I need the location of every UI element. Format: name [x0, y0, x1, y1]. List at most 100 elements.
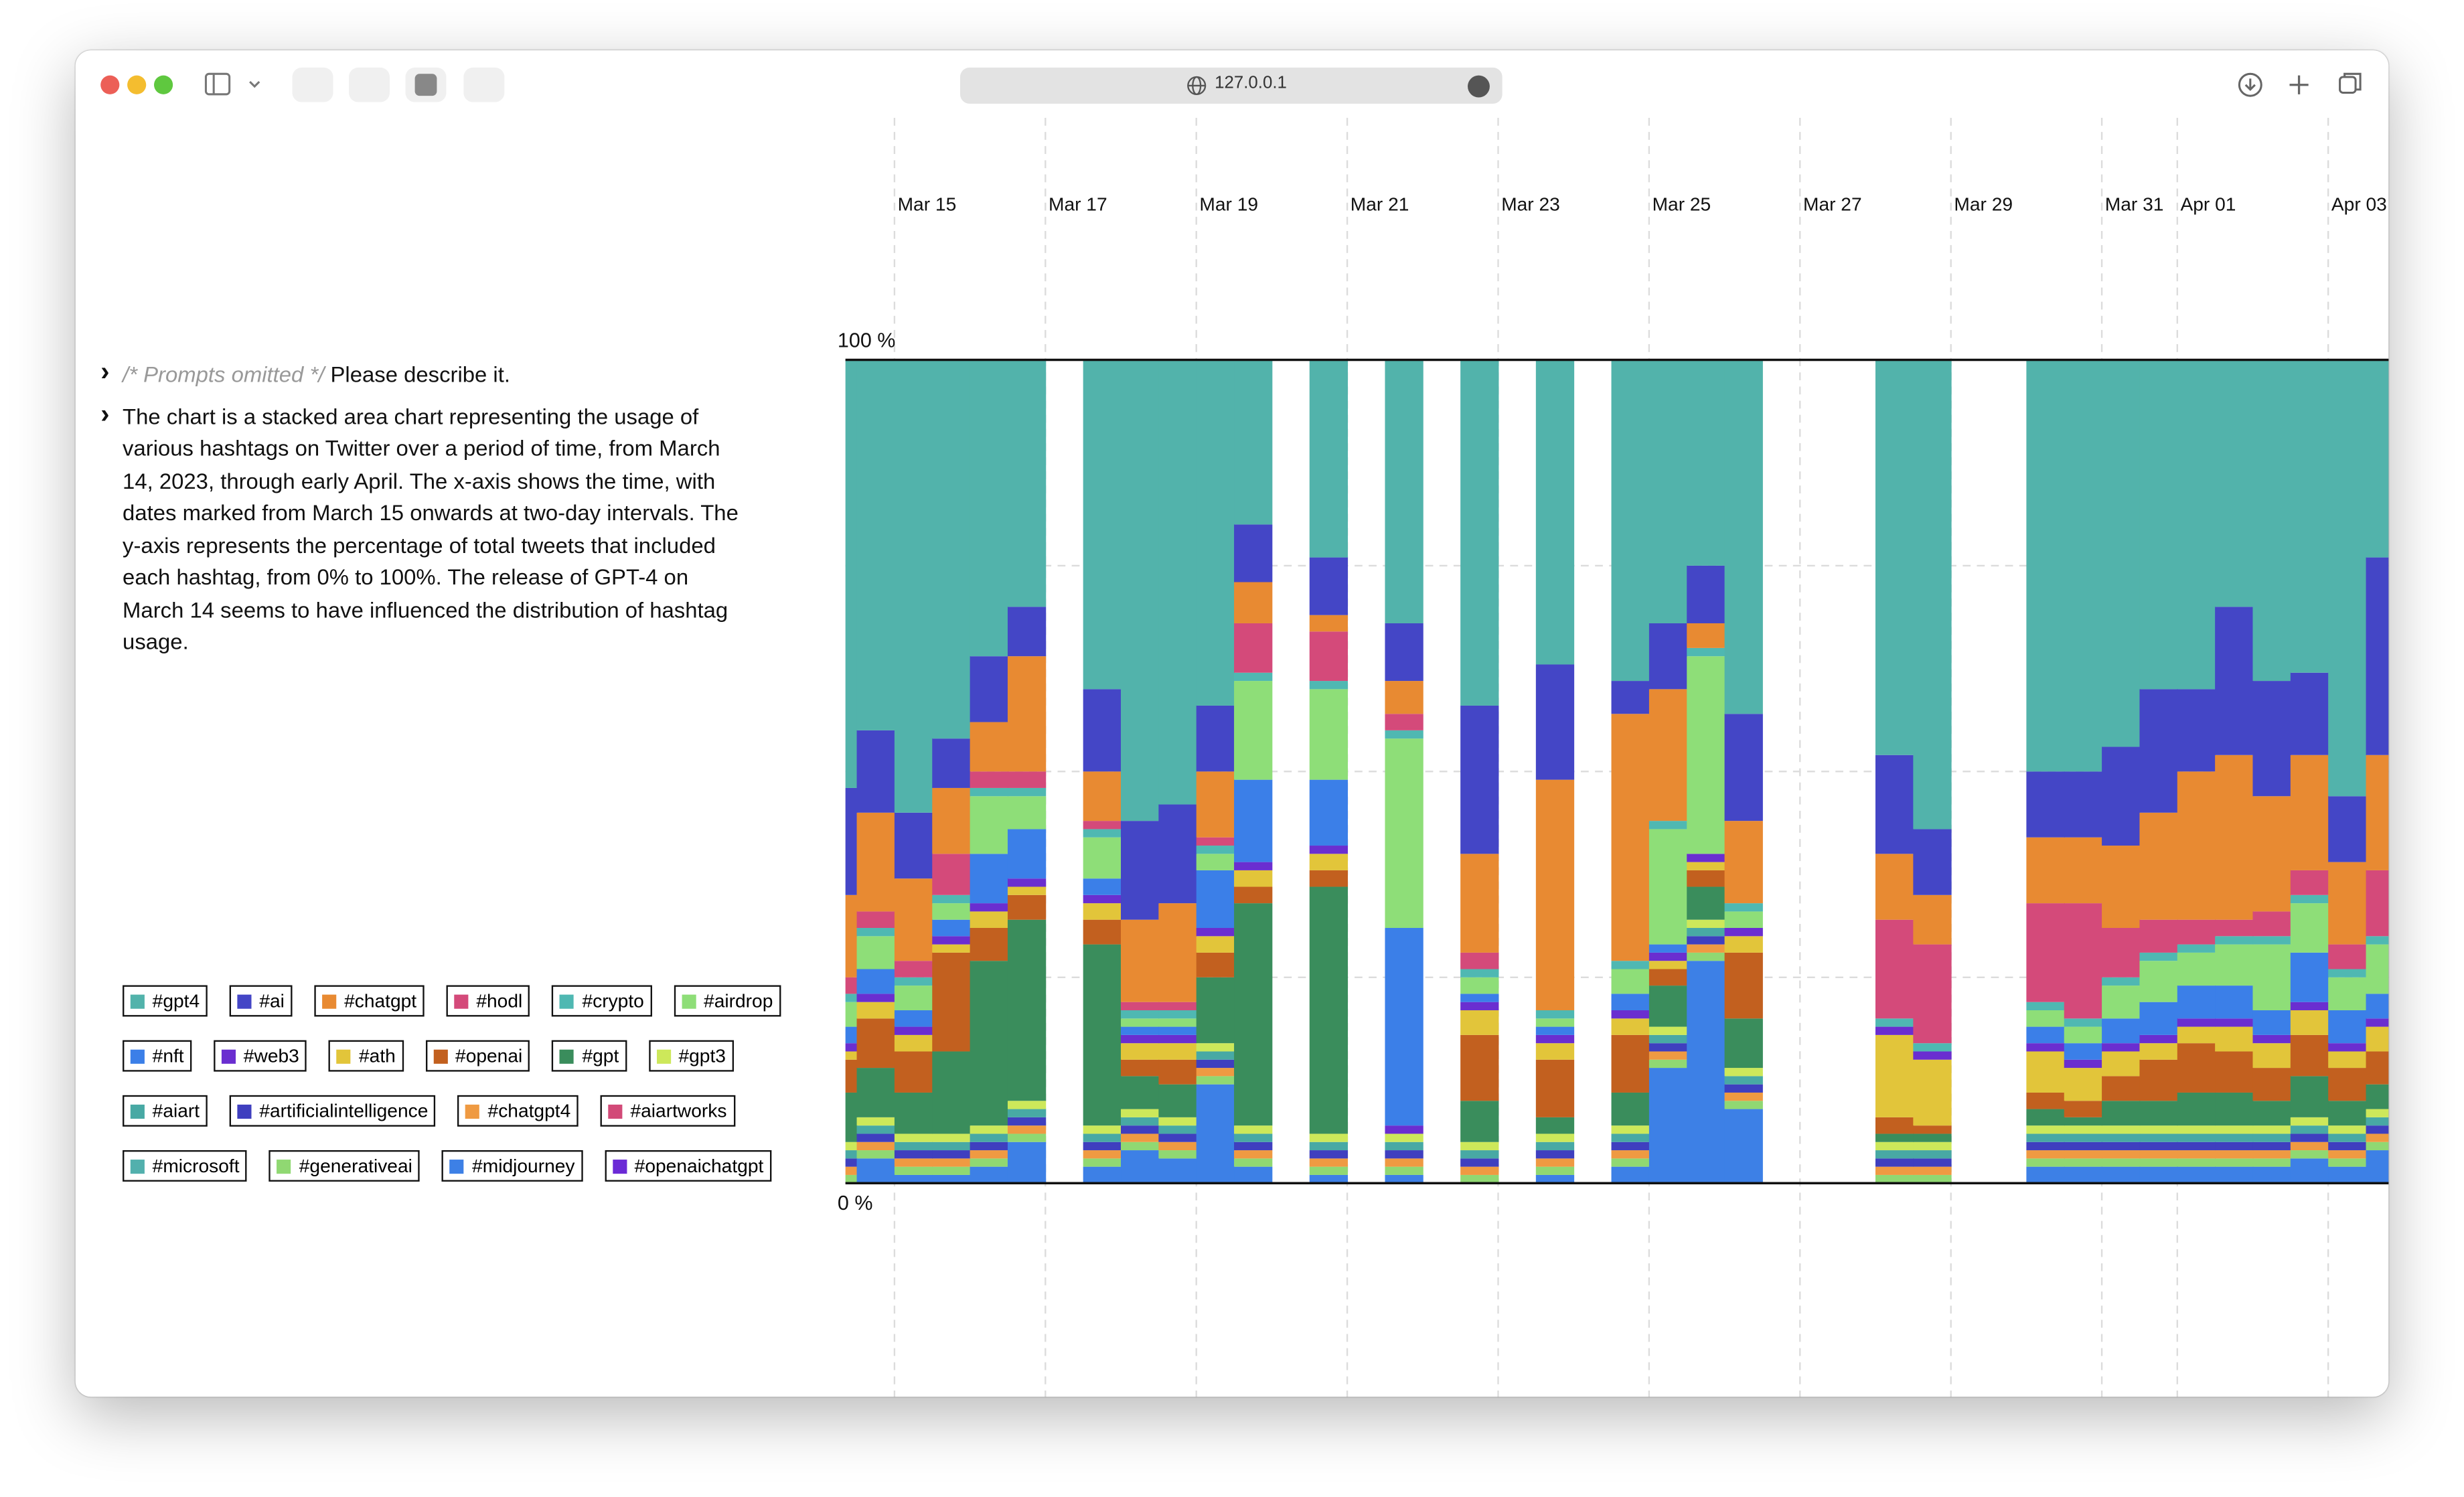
bar-segment	[1007, 919, 1047, 1101]
bar-segment	[856, 1002, 895, 1019]
bar-segment	[2026, 1133, 2065, 1142]
bar-segment	[2102, 1133, 2141, 1142]
bar-segment	[1083, 1125, 1122, 1134]
bar-segment	[1083, 1158, 1122, 1167]
bar-segment	[1309, 1158, 1349, 1167]
bar-segment	[2252, 1101, 2291, 1126]
bar-segment	[845, 1026, 858, 1044]
bar-segment	[1724, 936, 1763, 953]
bar-segment	[1875, 755, 1914, 854]
bar-segment	[856, 1158, 895, 1184]
bar-segment	[1196, 854, 1235, 870]
bar-segment	[1007, 829, 1047, 879]
bar-segment	[845, 994, 858, 1002]
x-tick-label: Apr 01	[2180, 193, 2236, 214]
bar-segment	[1460, 1141, 1499, 1151]
bar-segment	[970, 961, 1008, 1126]
bar-segment	[2252, 681, 2291, 797]
bar-segment	[1385, 1125, 1423, 1134]
bar-segment	[2366, 994, 2389, 1019]
bar-segment	[1724, 1084, 1763, 1093]
bar-segment	[2102, 1141, 2141, 1151]
bar-segment	[845, 1092, 858, 1142]
bar-segment	[1611, 1150, 1650, 1159]
bar-segment	[1007, 787, 1047, 797]
bar-segment	[2102, 1125, 2141, 1134]
bar-segment	[2026, 903, 2065, 1002]
bar-segment	[2290, 1117, 2329, 1126]
bar-segment	[1385, 928, 1423, 1126]
bar-segment	[1460, 1101, 1499, 1142]
bar-segment	[2290, 360, 2329, 673]
bar-segment	[2064, 1059, 2103, 1069]
bar-segment	[894, 812, 933, 879]
bar-segment	[1687, 854, 1725, 862]
bar-segment	[1007, 1133, 1047, 1142]
bar-segment	[970, 1125, 1008, 1134]
bar-segment	[1158, 1059, 1197, 1085]
bar-segment	[1196, 360, 1235, 706]
bar-segment	[1309, 631, 1349, 682]
bar-segment	[1648, 689, 1688, 821]
bar-segment	[1234, 779, 1273, 862]
bar-segment	[1875, 1026, 1914, 1035]
x-tick-label: Mar 15	[898, 193, 957, 214]
bar-segment	[970, 928, 1008, 961]
bar-segment	[1460, 1150, 1499, 1159]
bar-segment	[1309, 557, 1349, 615]
bar-segment	[2366, 1084, 2389, 1109]
bar-segment	[1611, 1018, 1650, 1035]
bar-segment	[1309, 1150, 1349, 1159]
bar-segment	[1121, 919, 1160, 1002]
bar-segment	[1234, 623, 1273, 673]
bar-segment	[1158, 1018, 1197, 1027]
bar-segment	[2064, 1101, 2103, 1117]
bar-segment	[2177, 360, 2216, 690]
bar-segment	[2328, 944, 2367, 969]
bar-segment	[1083, 894, 1122, 904]
bar-segment	[1611, 1092, 1650, 1126]
bar-segment	[2139, 1125, 2178, 1134]
bar-segment	[1460, 977, 1499, 994]
bar-segment	[1007, 1125, 1047, 1134]
bar-segment	[1535, 1059, 1575, 1117]
bar-segment	[1611, 681, 1650, 714]
bar-segment	[1121, 1010, 1160, 1019]
bar-segment	[2064, 1158, 2103, 1167]
bar-segment	[1535, 664, 1575, 780]
bar-segment	[1121, 1117, 1160, 1126]
bar-segment	[1007, 656, 1047, 772]
bar-segment	[856, 730, 895, 813]
bar-segment	[2102, 1043, 2141, 1052]
bar-segment	[2290, 1125, 2329, 1134]
bar-segment	[2366, 1026, 2389, 1052]
bar-segment	[2252, 1158, 2291, 1167]
bar-segment	[2252, 1133, 2291, 1142]
bar-segment	[2252, 911, 2291, 937]
bar-segment	[2290, 672, 2329, 755]
bar-segment	[932, 854, 971, 895]
bar-segment	[1121, 1133, 1160, 1142]
bar-segment	[1121, 1034, 1160, 1044]
bar-segment	[1535, 1043, 1575, 1060]
bar-segment	[2328, 360, 2367, 797]
bar-segment	[1913, 1150, 1952, 1159]
bar-segment	[970, 854, 1008, 904]
bar-segment	[2177, 1018, 2216, 1027]
bar-segment	[932, 952, 971, 1052]
bar-segment	[2252, 1125, 2291, 1134]
bar-segment	[1234, 1125, 1273, 1134]
bar-segment	[1309, 846, 1349, 854]
bar-segment	[2064, 1141, 2103, 1151]
bar-segment	[2139, 1141, 2178, 1151]
bar-segment	[1158, 1026, 1197, 1035]
bar-segment	[1196, 1043, 1235, 1052]
bar-segment	[2328, 1158, 2367, 1167]
x-tick-label: Mar 27	[1803, 193, 1862, 214]
bar-segment	[856, 911, 895, 929]
bar-segment	[2328, 1166, 2367, 1184]
bar-segment	[2215, 944, 2254, 986]
bar-segment	[1724, 1076, 1763, 1085]
bar-segment	[1234, 672, 1273, 682]
bar-segment	[2102, 1018, 2141, 1044]
